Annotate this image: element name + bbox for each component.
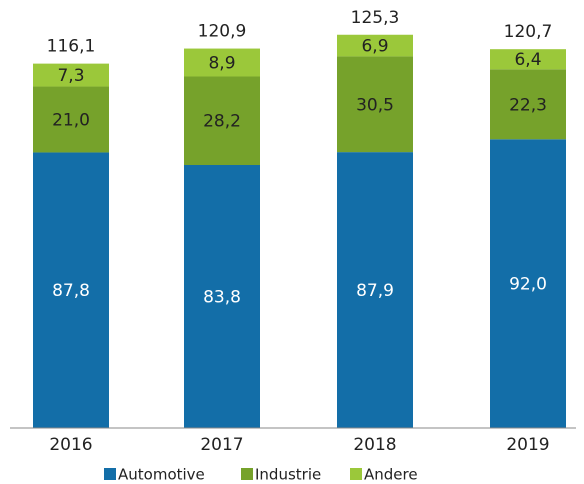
total-label: 125,3	[351, 8, 400, 28]
bar-segment	[184, 76, 260, 165]
value-label: 21,0	[52, 110, 90, 130]
legend-swatch	[241, 468, 253, 480]
bar-segment	[337, 56, 413, 153]
total-label: 120,9	[198, 22, 247, 42]
x-tick-label: 2019	[506, 435, 549, 455]
bar-segment	[337, 152, 413, 429]
value-label: 28,2	[203, 112, 241, 132]
total-label: 116,1	[47, 37, 96, 57]
value-label: 87,8	[52, 281, 90, 301]
legend-label: Industrie	[255, 466, 321, 484]
x-tick-label: 2016	[49, 435, 92, 455]
value-label: 87,9	[356, 281, 394, 301]
value-label: 92,0	[509, 275, 547, 295]
bar-segment	[184, 48, 260, 77]
value-label: 30,5	[356, 95, 394, 115]
bar-segment	[490, 69, 566, 140]
value-label: 7,3	[57, 66, 84, 86]
legend-label: Automotive	[118, 466, 205, 484]
bar-segment	[490, 139, 566, 428]
bar-segment	[184, 164, 260, 428]
value-label: 6,4	[514, 50, 541, 70]
x-tick-label: 2017	[200, 435, 243, 455]
bar-segment	[490, 49, 566, 70]
legend-swatch	[104, 468, 116, 480]
bar-segment	[33, 63, 109, 87]
bar-segment	[337, 34, 413, 57]
bar-segment	[33, 152, 109, 429]
value-label: 83,8	[203, 287, 241, 307]
value-label: 8,9	[208, 54, 235, 74]
legend-label: Andere	[364, 466, 418, 484]
value-label: 6,9	[361, 37, 388, 57]
x-tick-label: 2018	[353, 435, 396, 455]
total-label: 120,7	[504, 22, 553, 42]
legend-swatch	[350, 468, 362, 480]
value-label: 22,3	[509, 95, 547, 115]
bar-segment	[33, 86, 109, 153]
